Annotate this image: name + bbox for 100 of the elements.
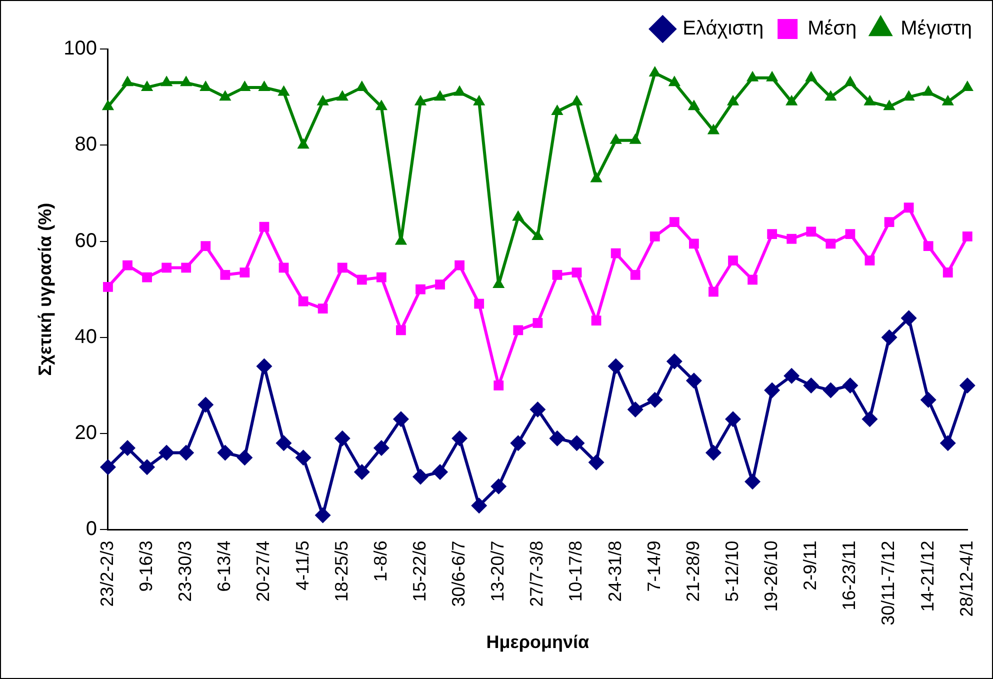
point xyxy=(826,238,836,249)
point xyxy=(708,286,718,297)
x-tick-label: 18-25/5 xyxy=(331,540,352,602)
point xyxy=(316,94,329,106)
point xyxy=(962,232,972,242)
point xyxy=(961,80,974,91)
point xyxy=(668,76,680,86)
point xyxy=(884,217,894,227)
legend-label: Μέγιστη xyxy=(900,18,972,40)
point xyxy=(356,80,368,91)
x-tick-label: 6-13/4 xyxy=(214,540,234,592)
point xyxy=(959,377,976,394)
point xyxy=(217,444,234,461)
point xyxy=(904,202,914,213)
point xyxy=(471,498,488,514)
point xyxy=(416,284,426,294)
x-tick-label: 9-16/3 xyxy=(136,540,156,592)
point xyxy=(142,272,152,282)
point xyxy=(139,459,156,476)
point xyxy=(219,90,232,101)
point xyxy=(121,76,134,86)
point xyxy=(648,66,661,77)
point xyxy=(786,234,797,244)
point xyxy=(510,435,526,452)
point xyxy=(140,80,154,91)
point xyxy=(864,94,876,106)
point xyxy=(707,124,720,134)
point xyxy=(610,133,622,144)
point xyxy=(297,138,310,149)
point xyxy=(881,329,898,346)
y-tick-label: 80 xyxy=(74,134,97,156)
point xyxy=(942,94,954,106)
point xyxy=(803,377,820,394)
legend-label: Μέση xyxy=(808,18,857,40)
point xyxy=(513,325,524,336)
y-tick-label: 20 xyxy=(74,422,97,444)
x-tick-label: 23/2-2/3 xyxy=(96,540,117,607)
point xyxy=(158,444,175,461)
point xyxy=(414,94,427,106)
legend-label: Ελάχιστη xyxy=(682,18,764,40)
x-tick-label: 16-23/11 xyxy=(839,540,860,610)
point xyxy=(942,268,953,278)
x-axis-title: Ημερομηνία xyxy=(486,632,590,652)
point xyxy=(278,85,290,96)
point xyxy=(337,262,348,273)
x-tick-label: 2-9/11 xyxy=(800,540,820,590)
point xyxy=(236,450,253,466)
point xyxy=(103,282,113,292)
point xyxy=(532,229,544,240)
x-tick-label: 5-12/10 xyxy=(722,540,742,602)
point xyxy=(240,268,250,278)
point xyxy=(490,478,507,494)
x-tick-label: 7-14/9 xyxy=(644,540,664,592)
x-tick-label: 14-21/12 xyxy=(917,540,938,612)
point xyxy=(336,90,348,101)
point xyxy=(532,318,543,328)
point xyxy=(844,76,856,86)
point xyxy=(551,104,564,115)
point xyxy=(686,372,702,389)
point xyxy=(549,430,566,446)
point xyxy=(178,444,194,461)
point xyxy=(902,90,915,101)
point xyxy=(824,90,837,101)
point xyxy=(160,76,173,86)
point xyxy=(256,358,272,374)
point xyxy=(864,256,875,266)
point xyxy=(650,232,660,242)
point xyxy=(744,474,761,490)
point xyxy=(629,133,642,144)
point xyxy=(920,392,936,408)
point xyxy=(512,210,524,221)
point xyxy=(530,402,546,418)
point xyxy=(354,464,370,480)
point xyxy=(766,70,778,82)
point xyxy=(552,270,562,280)
point xyxy=(748,274,758,285)
point xyxy=(200,241,211,252)
point xyxy=(588,454,604,470)
point xyxy=(591,316,602,326)
point xyxy=(728,256,738,266)
point xyxy=(258,80,270,91)
point xyxy=(590,172,602,182)
point xyxy=(883,100,896,110)
point xyxy=(295,450,312,466)
point xyxy=(726,94,740,106)
point xyxy=(806,226,816,237)
x-tick-label: 4-11/5 xyxy=(292,540,312,590)
point xyxy=(940,435,956,452)
x-tick-label: 30/11-7/12 xyxy=(878,540,898,626)
point xyxy=(298,296,308,306)
point xyxy=(180,76,192,86)
point xyxy=(376,272,386,282)
point xyxy=(630,270,640,280)
point xyxy=(120,440,136,456)
point xyxy=(570,94,583,106)
point xyxy=(923,241,934,252)
x-tick-label: 1-8/6 xyxy=(370,540,390,582)
point xyxy=(474,298,484,309)
point xyxy=(725,411,742,428)
y-axis-title: Σχετική υγρασία (%) xyxy=(34,202,55,376)
